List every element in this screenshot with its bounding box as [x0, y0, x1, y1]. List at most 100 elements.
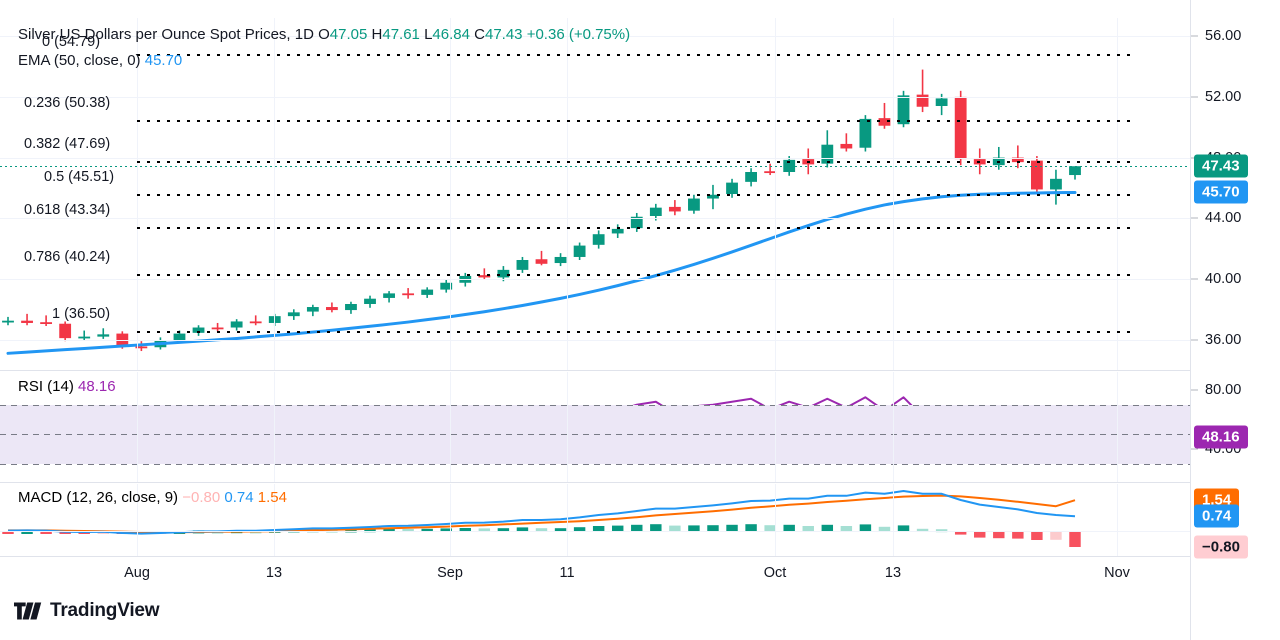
macd-histogram-bar [764, 525, 776, 531]
open-key: O [318, 26, 330, 43]
macd-histogram-bar [897, 525, 910, 531]
price-pane[interactable]: 0.236 (50.38) 0.382 (47.69) 0.5 (45.51) 0.6… [0, 18, 1190, 370]
fib-level-label: 0.382 (47.69) [24, 136, 111, 153]
candle-body [135, 346, 148, 349]
macd-histogram-bar [21, 531, 33, 534]
axis-tick-mark [1191, 278, 1198, 280]
gridline-v [775, 18, 776, 370]
gridline-v [137, 18, 138, 370]
gridline-h [0, 339, 1190, 341]
gridline-v [567, 372, 568, 482]
macd-histogram-bar [1012, 531, 1024, 539]
fib-level-label: 0.236 (50.38) [24, 95, 111, 112]
axis-tick-mark [1191, 339, 1198, 341]
candle-body [1030, 160, 1043, 190]
gridline-v [775, 484, 776, 556]
candle-body [821, 144, 834, 164]
last-price-line [0, 166, 1190, 168]
date-axis-label: 13 [884, 565, 902, 581]
macd-histogram-bar [592, 526, 605, 531]
candle-body [916, 94, 929, 107]
gridline-v [1117, 372, 1118, 482]
price-axis-tick-label: 56.00 [1205, 28, 1242, 45]
pane-divider-1 [0, 370, 1190, 371]
gridline-v [137, 372, 138, 482]
macd-histogram-bar [859, 524, 872, 531]
gridline-h [0, 218, 1190, 220]
gridline-h [0, 96, 1190, 98]
candle-body [40, 322, 53, 325]
rsi-band [0, 404, 1190, 465]
ema-label: EMA (50, close, 0) [18, 52, 141, 69]
rsi-title: RSI (14) [18, 378, 74, 395]
macd-legend[interactable]: MACD (12, 26, close, 9) −0.80 0.74 1.54 [18, 489, 287, 506]
fib-level-line[interactable] [137, 194, 1130, 197]
tradingview-logo-icon [14, 602, 42, 620]
date-axis-label: 11 [559, 565, 575, 581]
candle-body [745, 172, 757, 182]
macd-histogram-bar [440, 528, 452, 532]
macd-pane[interactable]: MACD (12, 26, close, 9) −0.80 0.74 1.54 [0, 484, 1190, 556]
gridline-h [0, 278, 1190, 280]
fib-level-line[interactable] [137, 120, 1130, 123]
fib-level-line[interactable] [137, 331, 1130, 334]
macd-hist-value: −0.80 [182, 489, 221, 506]
candle-body [1050, 178, 1062, 190]
axis-tick-mark [1191, 389, 1198, 391]
ema-legend[interactable]: EMA (50, close, 0) 45.70 [18, 52, 182, 69]
macd-histogram-bar [745, 524, 757, 531]
candle-body [306, 307, 319, 312]
candle-body [78, 336, 91, 339]
macd-value-badge[interactable]: −0.80 [1194, 535, 1248, 559]
low-value: 46.84 [432, 26, 470, 43]
candle-body [554, 256, 567, 264]
macd-histogram-bar [726, 524, 738, 531]
candle-body [649, 207, 662, 216]
fib-level-label: 1 (36.50) [52, 306, 111, 323]
candle-body [2, 320, 14, 323]
ema-price-badge[interactable]: 45.70 [1194, 180, 1248, 204]
symbol-title[interactable]: Silver US Dollars per Ounce Spot Prices,… [18, 26, 314, 43]
fib-level-label: 0.618 (43.34) [24, 202, 111, 219]
fib-level-label: 0.786 (40.24) [24, 249, 111, 266]
axis-tick-mark [1191, 448, 1198, 450]
macd-histogram-bar [573, 527, 586, 531]
fib-level-line[interactable] [137, 161, 1130, 164]
candle-body [668, 206, 681, 212]
rsi-axis-tick-label: 80.00 [1205, 381, 1242, 398]
fib-level-line[interactable] [137, 53, 1130, 56]
macd-histogram-bar [497, 528, 510, 532]
rsi-legend[interactable]: RSI (14) 48.16 [18, 378, 116, 395]
bottom-date-axis[interactable]: Aug 13 Sep 11 Oct 13 Nov [0, 556, 1190, 590]
gridline-h [0, 157, 1190, 159]
last-price-badge[interactable]: 47.43 [1194, 154, 1248, 178]
rsi-value-badge[interactable]: 48.16 [1194, 425, 1248, 449]
tradingview-wordmark: TradingView [50, 600, 160, 621]
candle-body [421, 289, 434, 295]
date-axis-label: 13 [265, 565, 283, 581]
macd-histogram-bar [1050, 531, 1062, 540]
price-change: +0.36 (+0.75%) [526, 26, 631, 43]
candle-body [707, 194, 719, 199]
candle-body [783, 159, 796, 172]
macd-histogram-bar [840, 526, 853, 531]
ema-50-line [6, 190, 1077, 355]
macd-histogram-bar [478, 528, 491, 532]
rsi-level-line [0, 404, 1190, 406]
tradingview-watermark[interactable]: TradingView [14, 600, 160, 622]
fib-level-line[interactable] [137, 274, 1130, 277]
macd-zero-line [0, 531, 1190, 532]
macd-histogram-bar [2, 531, 14, 534]
price-axis-tick-label: 36.00 [1205, 331, 1242, 348]
candle-body [326, 307, 338, 311]
symbol-legend[interactable]: Silver US Dollars per Ounce Spot Prices,… [18, 26, 630, 43]
macd-value-badge[interactable]: 0.74 [1194, 504, 1240, 528]
macd-title: MACD (12, 26, close, 9) [18, 489, 179, 506]
fib-level-line[interactable] [137, 227, 1130, 230]
macd-histogram-bar [554, 528, 567, 532]
rsi-level-line [0, 434, 1190, 436]
candle-body [764, 171, 777, 174]
gridline-v [450, 18, 451, 370]
rsi-pane[interactable]: RSI (14) 48.16 [0, 372, 1190, 482]
